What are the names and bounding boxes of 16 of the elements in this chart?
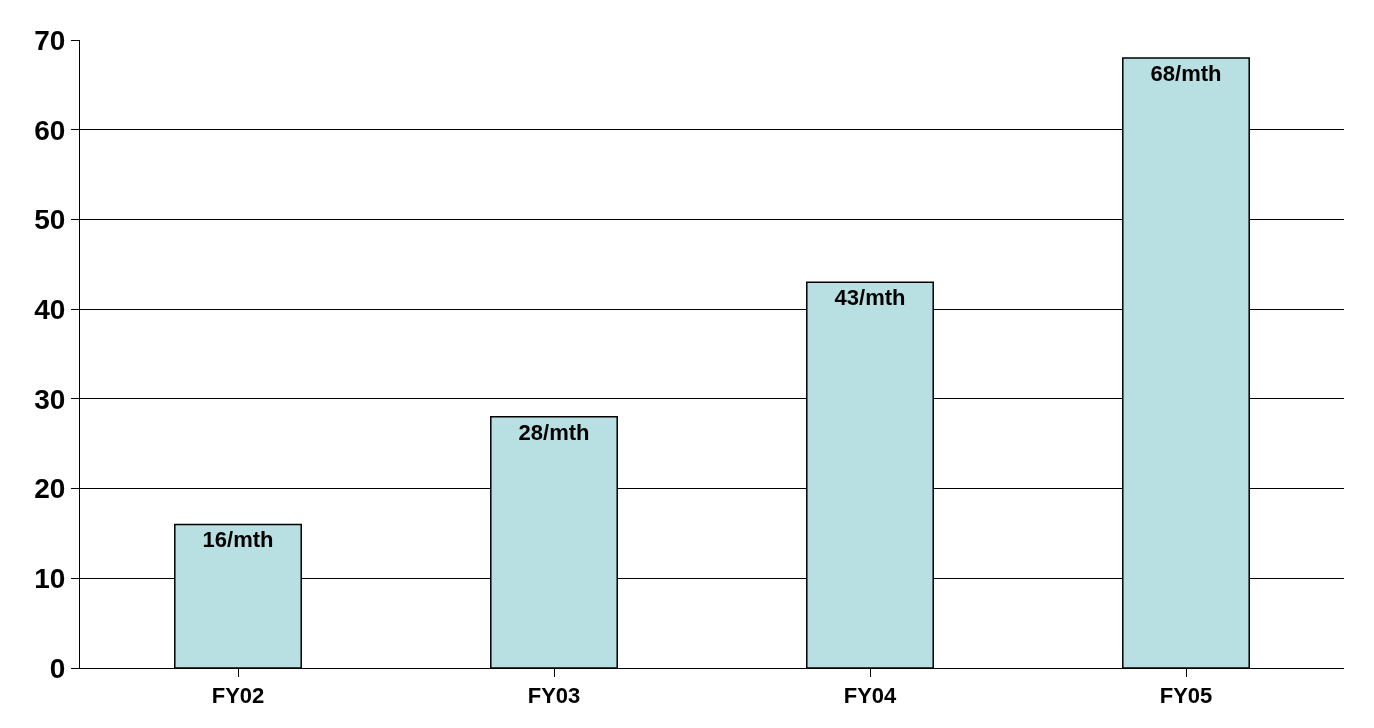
y-tick-label: 50	[34, 204, 66, 236]
data-label: 28/mth	[518, 419, 590, 445]
y-tick-label: 30	[34, 383, 66, 415]
y-tick-label: 40	[34, 293, 66, 325]
data-label: 43/mth	[834, 285, 906, 311]
y-tick-label: 20	[34, 473, 66, 505]
data-label: 16/mth	[202, 527, 274, 553]
y-tick-label: 10	[34, 563, 66, 595]
x-tick-label: FY04	[843, 683, 898, 709]
x-tick-label: FY05	[1159, 683, 1213, 709]
y-tick-label: 60	[34, 114, 66, 146]
x-tick-label: FY03	[527, 683, 581, 709]
x-tick-label: FY02	[211, 683, 265, 709]
y-tick-label: 70	[34, 24, 66, 56]
y-tick-label: 0	[49, 652, 66, 684]
data-label: 68/mth	[1150, 60, 1222, 86]
